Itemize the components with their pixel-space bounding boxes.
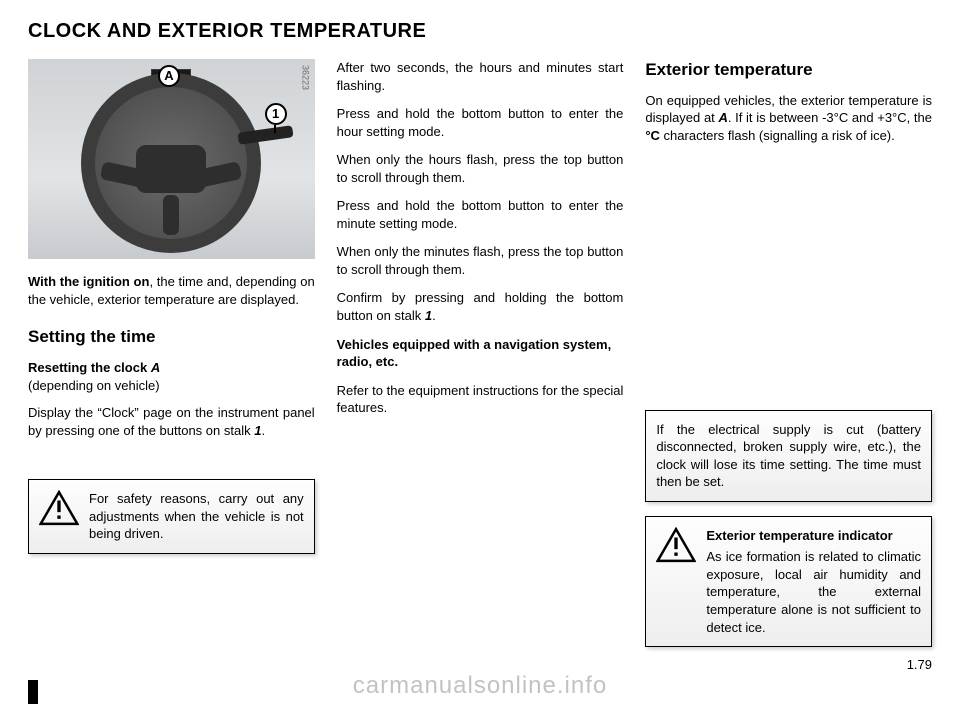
ice-warning-body: As ice formation is related to climatic … (706, 549, 921, 634)
image-id: 36223 (300, 65, 312, 90)
setting-time-heading: Setting the time (28, 326, 315, 349)
ref-a: A (718, 110, 727, 125)
crop-mark (28, 680, 38, 704)
c2-p4: Press and hold the bottom button to ente… (337, 197, 624, 232)
column-1: 36223 A 1 (28, 59, 315, 647)
c2-p6: Confirm by pressing and holding the bott… (337, 289, 624, 324)
warning-triangle-icon (39, 490, 79, 526)
spacer (645, 156, 932, 396)
callout-a: A (158, 65, 180, 87)
watermark: carmanualsonline.info (353, 670, 607, 702)
c2-p3: When only the hours flash, press the top… (337, 151, 624, 186)
ice-warning-text: Exterior temperature indicator As ice fo… (706, 527, 921, 636)
intro-text: With the ignition on, the time and, depe… (28, 273, 315, 308)
intro-prefix: With the ignition on (28, 274, 149, 289)
para-prefix: Display the “Clock” page on the instrume… (28, 405, 315, 438)
c2-p6-prefix: Confirm by pressing and holding the bott… (337, 290, 624, 323)
c3-p1-suffix: characters flash (signalling a risk of i… (660, 128, 895, 143)
callout-circle: 1 (265, 103, 287, 125)
steering-wheel (81, 73, 261, 253)
warning-triangle-icon (656, 527, 696, 563)
wheel-spoke (163, 195, 179, 235)
reset-clock-subheading: Resetting the clock A (28, 359, 315, 377)
c2-p6-suffix: . (432, 308, 436, 323)
c2-p2: Press and hold the bottom button to ente… (337, 105, 624, 140)
callout-1: 1 (265, 103, 287, 125)
ice-warning-box: Exterior temperature indicator As ice fo… (645, 516, 932, 647)
display-clock-para: Display the “Clock” page on the instrume… (28, 404, 315, 439)
c3-p1-mid: . If it is between -3°C and +3°C, the (728, 110, 932, 125)
ice-warning-title: Exterior temperature indicator (706, 527, 921, 545)
para-suffix: . (261, 423, 265, 438)
manual-page: CLOCK AND EXTERIOR TEMPERATURE 36223 A (0, 0, 960, 710)
electrical-supply-text: If the electrical supply is cut (battery… (656, 421, 921, 491)
c3-p1: On equipped vehicles, the exterior tempe… (645, 92, 932, 145)
safety-text: For safety reasons, carry out any adjust… (89, 490, 304, 543)
page-title: CLOCK AND EXTERIOR TEMPERATURE (28, 18, 932, 45)
safety-warning-box: For safety reasons, carry out any adjust… (28, 479, 315, 554)
sub-prefix: Resetting the clock (28, 360, 151, 375)
callout-circle: A (158, 65, 180, 87)
callout-leader (274, 125, 276, 133)
c2-p7: Refer to the equipment instructions for … (337, 382, 624, 417)
stalk-ref: 1 (425, 308, 432, 323)
wheel-hub (136, 145, 206, 193)
steering-wheel-illustration: 36223 A 1 (28, 59, 315, 259)
nav-system-subheading: Vehicles equipped with a navigation syst… (337, 336, 624, 371)
degc-bold: °C (645, 128, 660, 143)
column-3: Exterior temperature On equipped vehicle… (645, 59, 932, 647)
sub-letter: A (151, 360, 160, 375)
exterior-temp-heading: Exterior temperature (645, 59, 932, 82)
content-columns: 36223 A 1 (28, 59, 932, 647)
electrical-supply-box: If the electrical supply is cut (battery… (645, 410, 932, 502)
depending-note: (depending on vehicle) (28, 377, 315, 395)
c2-p1: After two seconds, the hours and minutes… (337, 59, 624, 94)
page-number: 1.79 (907, 656, 932, 674)
c2-p5: When only the minutes flash, press the t… (337, 243, 624, 278)
column-2: After two seconds, the hours and minutes… (337, 59, 624, 647)
